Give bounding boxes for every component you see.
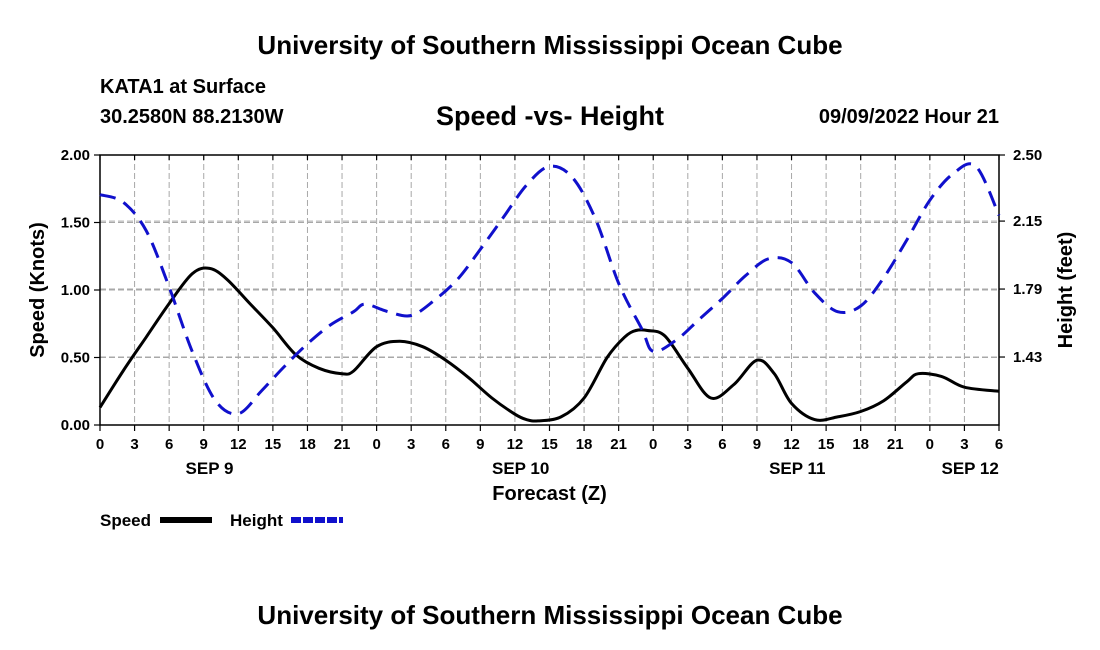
- x-tick-label: 18: [852, 436, 869, 453]
- station-coordinates: 30.2580N 88.2130W: [100, 106, 284, 128]
- x-tick-label: 9: [753, 436, 761, 453]
- speed-series-line: [98, 266, 1000, 423]
- x-tick-label: 21: [610, 436, 627, 453]
- y-tick-label: 1.50: [61, 215, 90, 232]
- x-tick-label: 0: [926, 436, 934, 453]
- y2-tick-label: 1.79: [1013, 281, 1042, 298]
- x-tick-label: 3: [684, 436, 692, 453]
- x-tick-label: 3: [407, 436, 415, 453]
- x-tick-label: 9: [476, 436, 484, 453]
- bottom-title: University of Southern Mississippi Ocean…: [257, 600, 843, 630]
- x-tick-label: 15: [818, 436, 835, 453]
- x-tick-label: 6: [442, 436, 450, 453]
- x-date-label: SEP 9: [186, 459, 234, 478]
- station-label: KATA1 at Surface: [100, 76, 266, 98]
- x-tick-label: 12: [783, 436, 800, 453]
- y-tick-label: 1.00: [61, 282, 90, 299]
- x-tick-label: 6: [995, 436, 1003, 453]
- y2-tick-label: 2.50: [1013, 147, 1042, 164]
- y2-axis-title: Height (feet): [1055, 232, 1077, 349]
- x-tick-label: 18: [299, 436, 316, 453]
- x-tick-label: 18: [576, 436, 593, 453]
- x-tick-label: 9: [200, 436, 208, 453]
- x-tick-label: 3: [960, 436, 968, 453]
- y-axis-title: Speed (Knots): [27, 222, 49, 358]
- x-tick-label: 6: [165, 436, 173, 453]
- y-tick-label: 2.00: [61, 147, 90, 164]
- legend-height-label: Height: [230, 511, 283, 530]
- y2-tick-label: 2.15: [1013, 213, 1042, 230]
- x-tick-label: 3: [130, 436, 138, 453]
- x-tick-label: 6: [718, 436, 726, 453]
- forecast-datetime: 09/09/2022 Hour 21: [818, 106, 999, 128]
- y-tick-label: 0.50: [61, 350, 90, 367]
- x-tick-label: 0: [649, 436, 657, 453]
- x-tick-label: 0: [96, 436, 104, 453]
- top-title: University of Southern Mississippi Ocean…: [257, 30, 843, 60]
- height-series-line: [99, 162, 1001, 416]
- y2-tick-label: 1.43: [1013, 349, 1042, 366]
- x-date-label: SEP 12: [942, 459, 999, 478]
- x-tick-label: 12: [230, 436, 247, 453]
- x-date-label: SEP 11: [769, 459, 825, 478]
- x-tick-label: 15: [541, 436, 558, 453]
- chart-title: Speed -vs- Height: [435, 101, 665, 131]
- legend-speed-label: Speed: [100, 511, 151, 530]
- y-tick-label: 0.00: [61, 417, 90, 434]
- x-tick-label: 0: [372, 436, 380, 453]
- x-tick-label: 21: [887, 436, 904, 453]
- x-axis-title: Forecast (Z): [492, 483, 606, 505]
- x-tick-label: 12: [507, 436, 524, 453]
- x-date-label: SEP 10: [492, 459, 549, 478]
- x-tick-label: 15: [265, 436, 282, 453]
- x-tick-label: 21: [334, 436, 351, 453]
